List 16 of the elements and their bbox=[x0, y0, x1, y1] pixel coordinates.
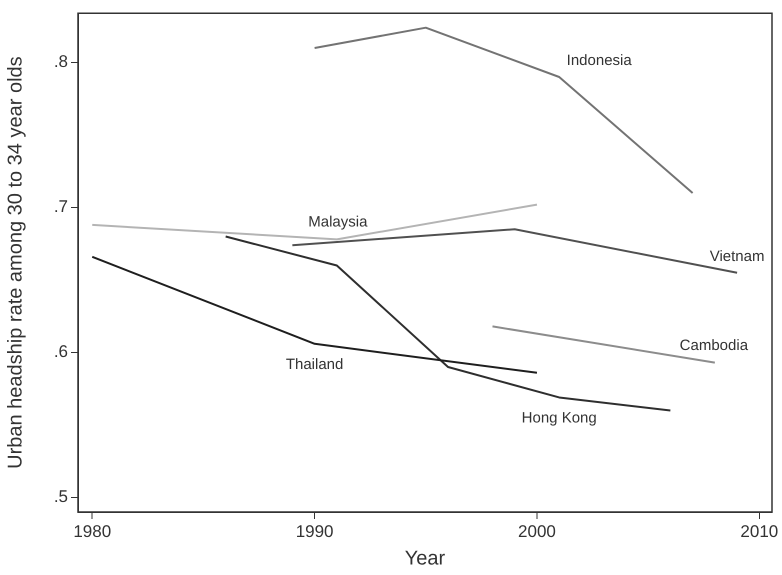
series-label: Vietnam bbox=[710, 248, 764, 265]
series-label: Thailand bbox=[286, 356, 344, 373]
y-tick-label: .5 bbox=[54, 487, 68, 506]
x-tick-label: 1980 bbox=[73, 522, 112, 541]
y-tick-label: .8 bbox=[54, 52, 68, 72]
y-tick-label: .6 bbox=[54, 342, 68, 362]
x-tick-label: 1990 bbox=[296, 522, 334, 541]
y-axis-title: Urban headship rate among 30 to 34 year olds bbox=[4, 56, 27, 469]
series-label: Hong Kong bbox=[522, 410, 597, 427]
x-axis-title: Year bbox=[404, 548, 446, 570]
series-label: Indonesia bbox=[566, 52, 632, 70]
x-tick-label: 2000 bbox=[518, 522, 556, 541]
x-tick-label: 2010 bbox=[740, 522, 778, 541]
y-tick-label: .7 bbox=[54, 197, 68, 216]
series-label: Cambodia bbox=[680, 336, 749, 354]
series-label: Malaysia bbox=[308, 214, 368, 231]
